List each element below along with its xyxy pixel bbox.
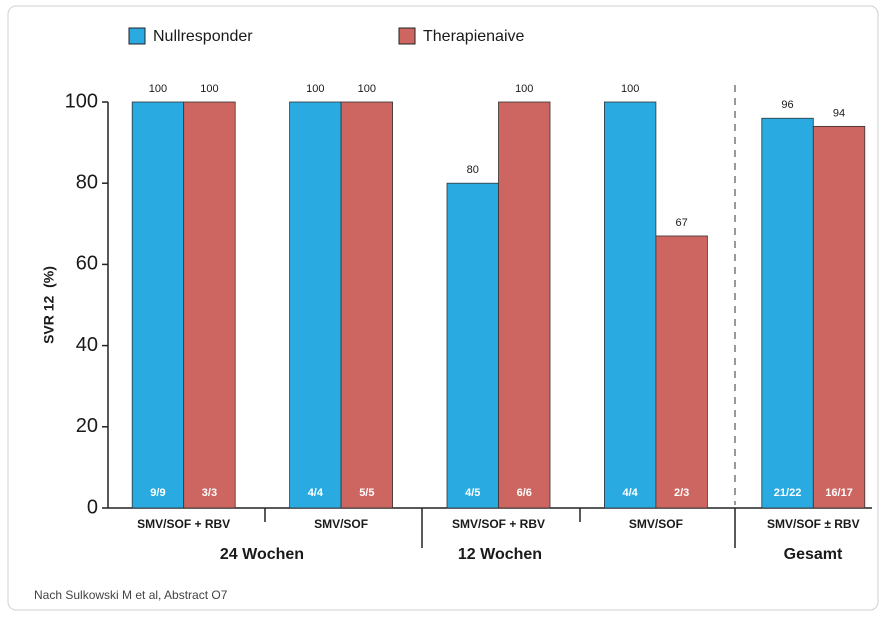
value-label: 100	[621, 83, 639, 95]
bar	[289, 101, 342, 509]
bar-inner-label: 4/4	[623, 487, 639, 499]
bar	[340, 101, 394, 509]
value-label: 100	[200, 83, 218, 95]
bar-inner-label: 4/5	[465, 487, 480, 499]
y-tick-label: 80	[76, 171, 98, 193]
group-label: 12 Wochen	[458, 546, 542, 563]
bar	[183, 101, 236, 509]
bar	[131, 101, 185, 509]
value-label: 96	[781, 99, 793, 111]
bar	[761, 117, 814, 509]
bar	[446, 182, 499, 509]
bar-inner-label: 21/22	[774, 487, 802, 499]
bar	[812, 125, 866, 509]
bar	[655, 235, 708, 509]
y-tick-label: 100	[65, 90, 98, 112]
value-label: 100	[358, 83, 376, 95]
bar-inner-label: 3/3	[202, 487, 217, 499]
x-tick-label: SMV/SOF ± RBV	[767, 517, 860, 531]
bar-inner-label: 5/5	[359, 487, 374, 499]
y-tick-label: 60	[76, 253, 98, 275]
legend-label: Nullresponder	[153, 28, 253, 45]
bar-inner-label: 6/6	[517, 487, 532, 499]
y-axis-label: SVR 12 (%)	[41, 266, 57, 344]
value-label: 67	[676, 217, 688, 229]
value-label: 100	[306, 83, 324, 95]
group-label: 24 Wochen	[220, 546, 304, 563]
legend-label: Therapienaive	[423, 28, 525, 45]
bar-inner-label: 2/3	[674, 487, 689, 499]
y-tick-label: 40	[76, 334, 98, 356]
legend-swatch	[398, 27, 416, 45]
x-tick-label: SMV/SOF + RBV	[137, 517, 230, 531]
group-label: Gesamt	[784, 546, 843, 563]
bar	[604, 101, 657, 509]
value-label: 100	[149, 83, 167, 95]
x-tick-label: SMV/SOF	[314, 517, 368, 531]
bar-inner-label: 4/4	[308, 487, 324, 499]
x-tick-label: SMV/SOF	[629, 517, 683, 531]
bar-inner-label: 16/17	[825, 487, 853, 499]
value-label: 94	[833, 107, 845, 119]
bar-inner-label: 9/9	[150, 487, 165, 499]
x-tick-label: SMV/SOF + RBV	[452, 517, 545, 531]
y-tick-label: 20	[76, 415, 98, 437]
source-note: Nach Sulkowski M et al, Abstract O7	[34, 588, 228, 602]
value-label: 80	[467, 164, 479, 176]
value-label: 100	[515, 83, 533, 95]
bar	[498, 101, 551, 509]
legend-swatch	[128, 27, 146, 45]
y-tick-label: 0	[87, 496, 98, 518]
